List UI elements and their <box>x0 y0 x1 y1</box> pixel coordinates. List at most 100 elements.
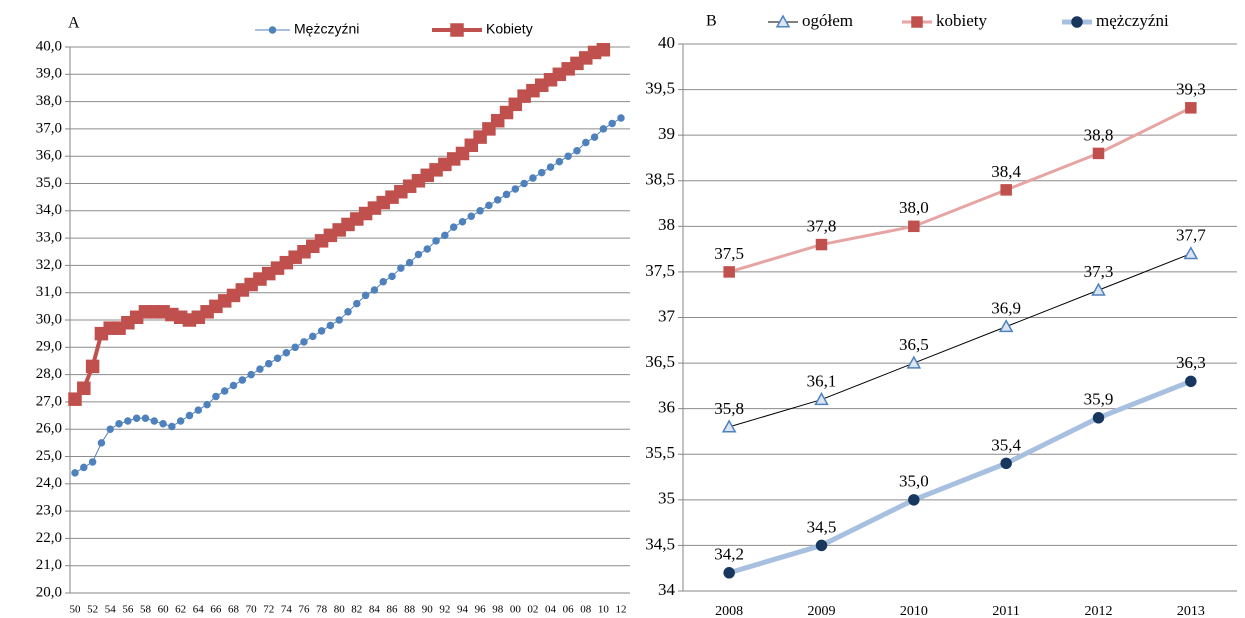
x-tick-label: 50 <box>70 604 82 616</box>
data-point <box>203 400 211 409</box>
data-label: 37,8 <box>807 216 837 235</box>
legend-label: ogółem <box>802 11 853 30</box>
y-tick-label: 40,0 <box>36 38 62 54</box>
y-tick-label: 39 <box>658 124 675 143</box>
x-tick-label: 2013 <box>1177 604 1205 618</box>
legend-marker <box>775 14 791 28</box>
data-point <box>150 417 159 425</box>
data-label: 36,5 <box>899 335 929 354</box>
y-tick-label: 29,0 <box>36 339 62 355</box>
y-tick-label: 36 <box>658 398 675 417</box>
data-point <box>397 264 405 272</box>
x-tick-label: 94 <box>457 604 469 616</box>
legend-label: Mężczyźni <box>294 21 359 37</box>
data-point <box>1092 412 1105 424</box>
data-label: 36,3 <box>1176 353 1206 372</box>
data-label: 35,4 <box>991 435 1021 454</box>
x-tick-label: 92 <box>439 604 450 616</box>
data-point <box>537 168 546 177</box>
data-point <box>573 146 581 155</box>
data-point <box>309 332 317 341</box>
data-point <box>379 278 387 286</box>
legend-marker <box>268 26 277 34</box>
y-tick-label: 38 <box>658 215 675 234</box>
data-point <box>353 299 361 308</box>
y-tick-label: 35,5 <box>645 443 675 462</box>
data-point <box>423 245 432 253</box>
data-point <box>300 338 308 346</box>
data-point <box>220 387 229 395</box>
y-tick-label: 22,0 <box>36 530 62 546</box>
data-point <box>723 266 735 278</box>
data-point <box>344 308 352 316</box>
data-point <box>282 349 291 357</box>
x-tick-label: 96 <box>475 604 487 616</box>
x-tick-label: 2012 <box>1085 604 1113 618</box>
series-line <box>728 378 1192 576</box>
y-tick-label: 21,0 <box>36 557 62 573</box>
data-point <box>608 119 616 128</box>
data-label: 38,8 <box>1084 125 1114 144</box>
data-point <box>546 163 555 171</box>
data-point <box>85 359 100 374</box>
x-tick-label: 76 <box>298 604 310 616</box>
data-point <box>132 414 141 423</box>
data-point <box>449 223 458 231</box>
data-point <box>361 291 370 300</box>
data-point <box>582 138 590 147</box>
data-point <box>721 419 737 433</box>
data-label: 34,2 <box>714 545 744 564</box>
y-tick-label: 28,0 <box>36 366 62 382</box>
x-tick-label: 04 <box>545 604 557 616</box>
data-point <box>335 316 343 324</box>
data-point <box>485 201 493 210</box>
y-tick-label: 40 <box>658 33 675 52</box>
data-label: 36,1 <box>807 371 837 390</box>
data-point <box>185 411 194 420</box>
data-point <box>115 419 123 428</box>
data-point <box>529 174 537 182</box>
legend-marker <box>911 16 923 28</box>
x-tick-label: 2011 <box>992 604 1019 618</box>
x-tick-label: 2008 <box>715 604 743 618</box>
y-tick-label: 32,0 <box>36 257 62 273</box>
y-tick-label: 33,0 <box>36 230 62 246</box>
y-tick-label: 34,5 <box>645 534 675 553</box>
y-tick-label: 35,0 <box>36 175 62 191</box>
data-point <box>596 42 611 57</box>
y-tick-label: 34,0 <box>36 202 62 218</box>
data-point <box>511 185 520 193</box>
y-tick-label: 35 <box>658 489 675 508</box>
x-tick-label: 90 <box>422 604 434 616</box>
y-tick-label: 31,0 <box>36 284 62 300</box>
x-tick-label: 56 <box>122 604 134 616</box>
x-tick-label: 84 <box>369 604 381 616</box>
data-point <box>441 231 449 240</box>
data-label: 35,0 <box>899 472 929 491</box>
legend-label: Kobiety <box>486 21 533 37</box>
x-tick-label: 82 <box>351 604 362 616</box>
data-point <box>176 417 185 425</box>
y-tick-label: 38,5 <box>645 170 675 189</box>
data-point <box>493 196 502 204</box>
data-point <box>247 370 255 379</box>
data-point <box>555 157 564 166</box>
data-label: 34,5 <box>807 517 837 536</box>
data-point <box>388 272 396 281</box>
data-point <box>124 417 132 425</box>
data-point <box>432 237 440 245</box>
data-point <box>159 419 167 428</box>
data-point <box>238 376 247 384</box>
data-point <box>141 414 150 423</box>
data-point <box>168 422 176 431</box>
data-point <box>317 327 326 335</box>
data-point <box>599 125 608 133</box>
x-tick-label: 00 <box>510 604 522 616</box>
data-point <box>71 469 79 477</box>
x-tick-label: 70 <box>246 604 258 616</box>
data-point <box>229 381 238 390</box>
legend-label: mężczyźni <box>1096 11 1169 30</box>
y-tick-label: 37,0 <box>36 120 62 136</box>
y-tick-label: 34 <box>658 580 676 599</box>
